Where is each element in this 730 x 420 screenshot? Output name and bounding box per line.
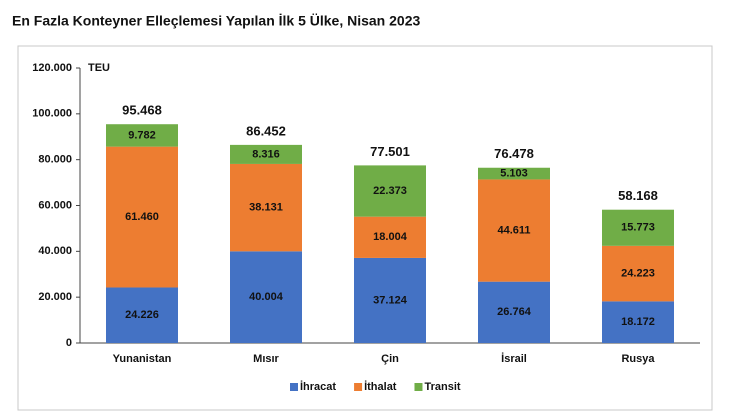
data-label: 9.782 [128, 129, 156, 141]
x-tick-label: Rusya [621, 353, 655, 365]
bar-segment [354, 165, 426, 217]
y-tick-label: 80.000 [38, 154, 72, 166]
y-tick-label: 0 [66, 337, 72, 349]
bar-segment [478, 167, 550, 180]
bar-segment [230, 144, 302, 164]
total-label: 86.452 [246, 123, 286, 138]
data-label: 15.773 [621, 222, 655, 234]
bar-segment [106, 287, 178, 343]
x-tick-label: Çin [381, 353, 399, 365]
bar-segment [478, 281, 550, 343]
y-axis-label: TEU [88, 62, 110, 74]
bar-segment [106, 124, 178, 147]
bar-segment [354, 216, 426, 258]
data-label: 61.460 [125, 211, 159, 223]
chart-title: En Fazla Konteyner Elleçlemesi Yapılan İ… [12, 13, 420, 29]
chart-frame [17, 45, 713, 411]
data-label: 24.226 [125, 309, 159, 321]
data-label: 22.373 [373, 185, 407, 197]
data-label: 18.172 [621, 316, 655, 328]
data-label: 18.004 [373, 231, 408, 243]
y-tick-label: 40.000 [38, 245, 72, 257]
data-label: 26.764 [497, 306, 532, 318]
x-tick-label: İsrail [501, 352, 527, 365]
bar-segment [602, 209, 674, 246]
y-tick-label: 100.000 [32, 108, 72, 120]
data-label: 37.124 [373, 294, 408, 306]
x-tick-label: Mısır [253, 353, 279, 365]
total-label: 77.501 [370, 144, 410, 159]
legend-label: Transit [424, 381, 460, 393]
x-tick-label: Yunanistan [113, 353, 172, 365]
bar-segment [602, 245, 674, 302]
legend-swatch [290, 383, 298, 391]
y-tick-label: 120.000 [32, 62, 72, 74]
bar-segment [106, 146, 178, 288]
legend-swatch [354, 383, 363, 391]
bar-segment [602, 301, 674, 343]
data-label: 44.611 [497, 224, 530, 236]
y-tick-label: 60.000 [38, 199, 72, 211]
data-label: 8.316 [252, 148, 280, 160]
legend-label: İthalat [364, 380, 397, 393]
total-label: 58.168 [618, 188, 658, 203]
data-label: 5.103 [500, 167, 528, 179]
y-tick-label: 20.000 [38, 291, 72, 303]
data-label: 38.131 [249, 202, 283, 214]
bar-segment [230, 251, 302, 343]
legend-swatch [414, 383, 423, 391]
data-label: 40.004 [249, 291, 284, 303]
bar-segment [230, 163, 302, 252]
bar-segment [478, 179, 550, 282]
legend-label: İhracat [300, 380, 336, 393]
bar-segment [354, 257, 426, 343]
total-label: 95.468 [122, 103, 162, 118]
total-label: 76.478 [494, 146, 534, 161]
data-label: 24.223 [621, 268, 655, 280]
